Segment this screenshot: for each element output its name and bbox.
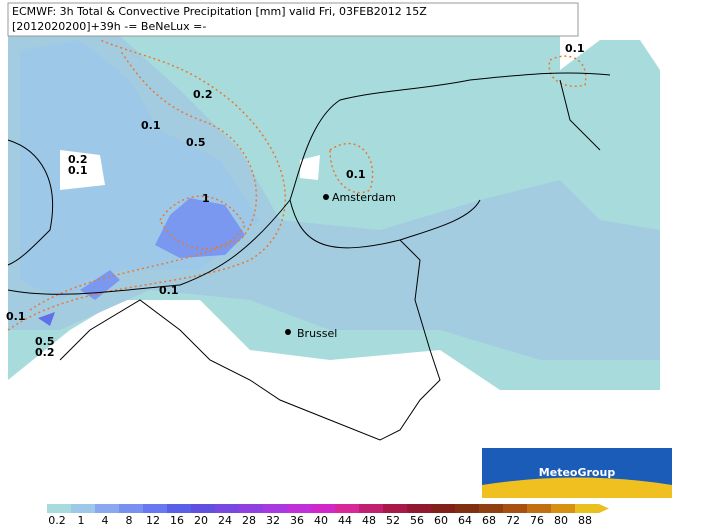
colorbar-label: 68 xyxy=(482,514,496,527)
colorbar-label: 4 xyxy=(102,514,109,527)
colorbar-label: 8 xyxy=(126,514,133,527)
contour-label: 0.2 xyxy=(68,153,88,166)
contour-label: 0.1 xyxy=(68,164,88,177)
title-box xyxy=(7,2,579,37)
colorbar-swatch xyxy=(575,504,599,513)
title-line: ECMWF: 3h Total & Convective Precipitati… xyxy=(12,5,427,18)
colorbar-label: 36 xyxy=(290,514,304,527)
contour-label: 0.5 xyxy=(35,335,55,348)
logo-swoosh xyxy=(482,477,672,498)
colorbar-swatch xyxy=(239,504,263,513)
colorbar-arrow xyxy=(599,504,609,513)
colorbar-label: 40 xyxy=(314,514,328,527)
precip-fields xyxy=(8,36,660,390)
colorbar-swatch xyxy=(143,504,167,513)
contour-label: 0.2 xyxy=(35,346,55,359)
colorbar-label: 12 xyxy=(146,514,160,527)
colorbar-swatch xyxy=(311,504,335,513)
colorbar-swatch xyxy=(479,504,503,513)
contour-label: 0.1 xyxy=(159,284,179,297)
colorbar-swatch xyxy=(455,504,479,513)
colorbar-swatch xyxy=(527,504,551,513)
colorbar-swatch xyxy=(407,504,431,513)
colorbar-swatch xyxy=(191,504,215,513)
colorbar-label: 28 xyxy=(242,514,256,527)
city-label: Brussel xyxy=(297,327,337,340)
colorbar-swatch xyxy=(551,504,575,513)
colorbar-label: 60 xyxy=(434,514,448,527)
contour-label: 0.2 xyxy=(193,88,213,101)
city-label: Amsterdam xyxy=(332,191,396,204)
colorbar-label: 32 xyxy=(266,514,280,527)
colorbar-label: 88 xyxy=(578,514,592,527)
colorbar-label: 1 xyxy=(78,514,85,527)
colorbar-label: 76 xyxy=(530,514,544,527)
colorbar-label: 0.2 xyxy=(48,514,66,527)
colorbar-swatch xyxy=(335,504,359,513)
colorbar-swatch xyxy=(167,504,191,513)
colorbar-label: 20 xyxy=(194,514,208,527)
colorbar-label: 24 xyxy=(218,514,232,527)
logo-text: MeteoGroup xyxy=(539,466,616,479)
colorbar-swatch xyxy=(431,504,455,513)
colorbar-label: 16 xyxy=(170,514,184,527)
contours xyxy=(7,39,587,331)
colorbar-swatch xyxy=(263,504,287,513)
colorbar-label: 80 xyxy=(554,514,568,527)
colorbar-label: 56 xyxy=(410,514,424,527)
colorbar-label: 72 xyxy=(506,514,520,527)
colorbar-label: 52 xyxy=(386,514,400,527)
contour-label: 0.1 xyxy=(346,168,366,181)
colorbar-swatch xyxy=(119,504,143,513)
colorbar-swatch xyxy=(47,504,71,513)
coastlines xyxy=(7,72,611,441)
colorbar-swatch xyxy=(71,504,95,513)
colorbar-label: 48 xyxy=(362,514,376,527)
colorbar-label: 64 xyxy=(458,514,472,527)
contour-label: 0.1 xyxy=(6,310,26,323)
colorbar-swatch xyxy=(383,504,407,513)
contour-label: 0.5 xyxy=(186,136,206,149)
contour-label: 0.1 xyxy=(141,119,161,132)
colorbar-swatch xyxy=(95,504,119,513)
colorbar-swatch xyxy=(359,504,383,513)
contour-label: 0.1 xyxy=(565,42,585,55)
contour-label: 1 xyxy=(202,192,210,205)
colorbar-swatch xyxy=(287,504,311,513)
cities xyxy=(285,194,329,335)
colorbar-swatch xyxy=(503,504,527,513)
colorbar-swatch xyxy=(215,504,239,513)
subtitle-line: [2012020200]+39h -= BeNeLux =- xyxy=(12,20,206,33)
colorbar-label: 44 xyxy=(338,514,352,527)
